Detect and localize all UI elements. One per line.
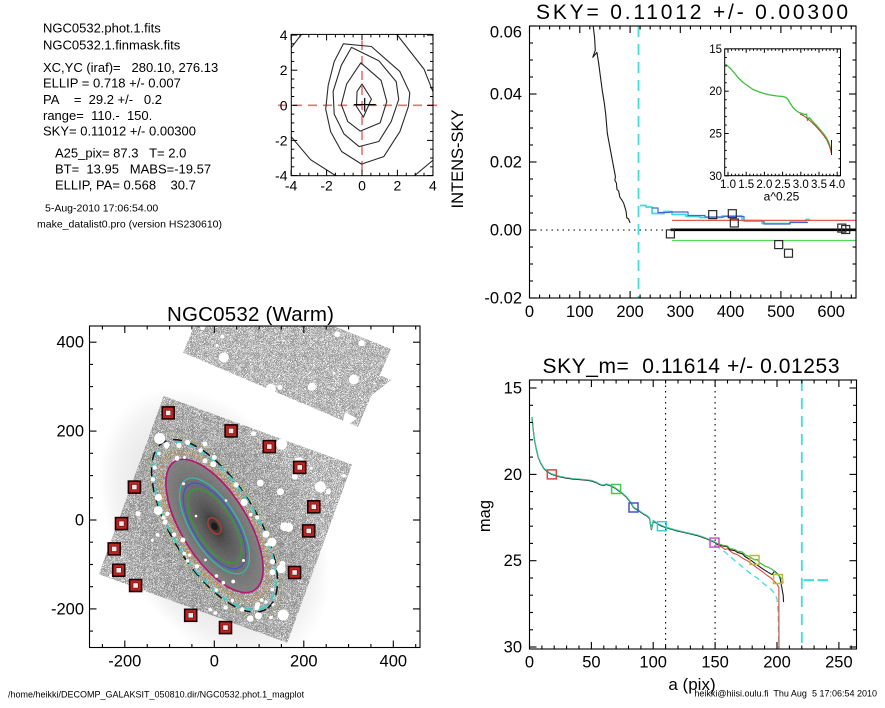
svg-text:200: 200 [763, 654, 791, 672]
svg-text:400: 400 [717, 303, 745, 321]
svg-text:0: 0 [280, 97, 288, 113]
svg-text:/home/heikki/DECOMP_GALAKSIT_0: /home/heikki/DECOMP_GALAKSIT_050810.dir/… [8, 690, 305, 700]
svg-text:2: 2 [394, 178, 402, 194]
svg-text:3.0: 3.0 [793, 179, 809, 191]
svg-text:SKY_m= 0.11614 +/- 0.01253: SKY_m= 0.11614 +/- 0.01253 [543, 355, 840, 378]
svg-text:mag: mag [476, 500, 494, 532]
svg-text:0.02: 0.02 [490, 154, 522, 172]
svg-text:0: 0 [525, 303, 534, 321]
svg-text:ELLIP = 0.718 +/- 0.007: ELLIP = 0.718 +/- 0.007 [43, 76, 181, 91]
svg-text:400: 400 [56, 334, 84, 352]
svg-text:200: 200 [616, 303, 644, 321]
svg-text:-2: -2 [275, 132, 288, 148]
svg-text:INTENS-SKY: INTENS-SKY [449, 109, 467, 208]
svg-text:100: 100 [639, 654, 667, 672]
svg-text:heikki@hiisi.oulu.fi Thu Aug: heikki@hiisi.oulu.fi Thu Aug 5 17:06:54 … [694, 689, 877, 699]
svg-text:20: 20 [504, 466, 522, 484]
svg-text:-4: -4 [275, 168, 288, 184]
svg-text:5-Aug-2010 17:06:54.00: 5-Aug-2010 17:06:54.00 [45, 202, 158, 214]
svg-text:1.0: 1.0 [720, 179, 736, 191]
svg-text:20: 20 [709, 86, 722, 98]
svg-text:15: 15 [709, 44, 722, 56]
svg-text:2: 2 [280, 62, 288, 78]
svg-text:-200: -200 [108, 653, 141, 671]
svg-text:3.5: 3.5 [811, 179, 827, 191]
svg-text:4.0: 4.0 [829, 179, 845, 191]
svg-text:500: 500 [767, 303, 795, 321]
svg-text:range= 110.- 150.: range= 110.- 150. [43, 108, 152, 123]
svg-text:-2: -2 [320, 178, 333, 194]
svg-text:0.00: 0.00 [490, 222, 522, 240]
svg-text:SKY= 0.11012 +/- 0.00300: SKY= 0.11012 +/- 0.00300 [43, 124, 196, 139]
svg-text:4: 4 [280, 27, 288, 43]
svg-text:PA = 29.2 +/- 0.2: PA = 29.2 +/- 0.2 [43, 92, 162, 107]
svg-text:-0.02: -0.02 [484, 290, 522, 308]
svg-text:NGC0532.phot.1.fits: NGC0532.phot.1.fits [43, 21, 161, 36]
svg-text:-4: -4 [285, 178, 298, 194]
svg-text:15: 15 [504, 380, 522, 398]
svg-text:a (pix): a (pix) [668, 675, 715, 694]
svg-text:SKY= 0.11012 +/- 0.00300: SKY= 0.11012 +/- 0.00300 [536, 1, 848, 24]
svg-text:-200: -200 [51, 600, 84, 618]
svg-text:300: 300 [667, 303, 695, 321]
svg-text:NGC0532.1.finmask.fits: NGC0532.1.finmask.fits [43, 38, 181, 53]
svg-text:4: 4 [429, 178, 437, 194]
svg-text:25: 25 [709, 129, 722, 141]
svg-text:0: 0 [210, 653, 219, 671]
svg-text:a^0.25: a^0.25 [764, 190, 800, 204]
svg-text:25: 25 [504, 552, 522, 570]
svg-text:BT= 13.95 MABS=-19.57: BT= 13.95 MABS=-19.57 [55, 162, 211, 177]
svg-text:150: 150 [701, 654, 729, 672]
svg-text:2.0: 2.0 [756, 179, 772, 191]
svg-text:30: 30 [709, 171, 722, 183]
svg-text:ELLIP, PA= 0.568 30.7: ELLIP, PA= 0.568 30.7 [55, 178, 196, 193]
svg-text:0: 0 [358, 178, 366, 194]
svg-text:200: 200 [56, 423, 84, 441]
svg-text:XC,YC (iraf)= 280.10, 276.13: XC,YC (iraf)= 280.10, 276.13 [43, 60, 218, 75]
svg-text:A25_pix= 87.3 T= 2.0: A25_pix= 87.3 T= 2.0 [55, 145, 186, 160]
svg-text:100: 100 [566, 303, 594, 321]
svg-text:50: 50 [582, 654, 600, 672]
svg-text:0.04: 0.04 [490, 86, 522, 104]
svg-text:250: 250 [825, 654, 853, 672]
svg-text:0.06: 0.06 [490, 24, 522, 42]
svg-text:make_datalist0.pro (version HS: make_datalist0.pro (version HS230610) [37, 219, 222, 231]
svg-text:1.5: 1.5 [738, 179, 754, 191]
svg-text:200: 200 [290, 653, 318, 671]
svg-text:0: 0 [525, 654, 534, 672]
svg-text:30: 30 [504, 639, 522, 657]
svg-text:NGC0532 (Warm): NGC0532 (Warm) [167, 303, 334, 326]
svg-text:600: 600 [817, 303, 845, 321]
svg-text:400: 400 [380, 653, 408, 671]
svg-text:2.5: 2.5 [775, 179, 791, 191]
svg-text:0: 0 [75, 512, 84, 530]
